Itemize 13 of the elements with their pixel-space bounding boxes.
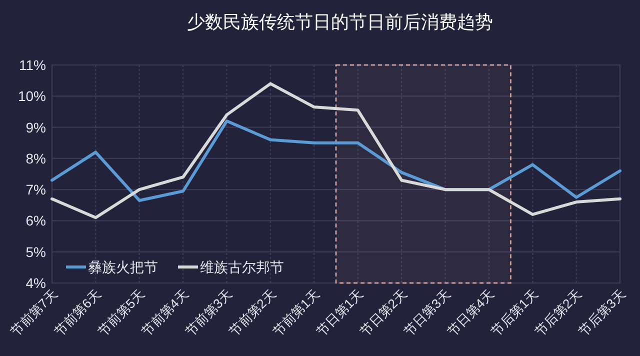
y-tick-label: 5%: [26, 244, 46, 260]
y-tick-label: 9%: [26, 119, 46, 136]
y-tick-label: 11%: [19, 57, 46, 73]
y-tick-label: 10%: [18, 88, 46, 104]
line-series: [50, 82, 622, 220]
legend-label: 彝族火把节: [88, 259, 158, 275]
line-series: [50, 120, 622, 202]
legend-label: 维族古尔邦节: [200, 259, 284, 275]
y-tick-label: 4%: [26, 275, 46, 291]
y-tick-label: 8%: [26, 150, 46, 166]
chart-title: 少数民族传统节日的节日前后消费趋势: [187, 12, 493, 32]
y-tick-label: 6%: [26, 212, 46, 229]
y-tick-label: 7%: [26, 182, 46, 198]
